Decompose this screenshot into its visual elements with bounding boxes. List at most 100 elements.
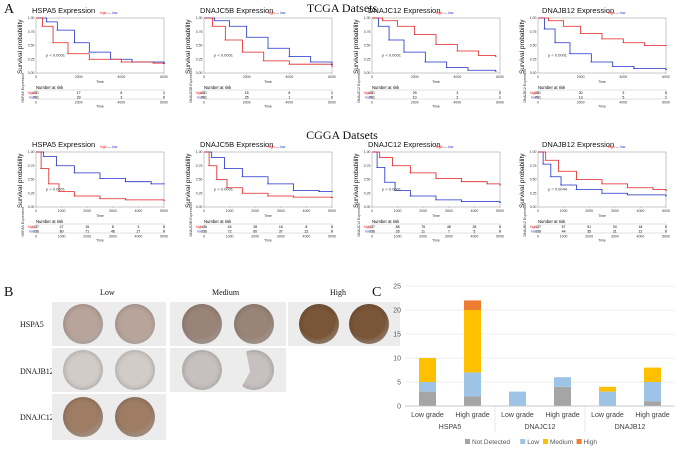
km-curve-high <box>204 151 333 198</box>
km-x-tick: 2000 <box>585 209 593 213</box>
km-curve-low <box>36 151 164 185</box>
risk-value-low: 26 <box>396 230 400 234</box>
risk-value-low: 27 <box>136 230 140 234</box>
km-curves: 0.000.250.500.751.000 1000 2000 3000 4000 500… <box>189 150 336 242</box>
risk-title: Number at risk <box>204 219 232 224</box>
km-curve-low <box>372 17 497 72</box>
km-p-value: p < 0.0001 <box>214 187 234 192</box>
tissue-core <box>114 397 155 437</box>
km-y-tick: 1.00 <box>364 150 371 154</box>
risk-value-low: 37 <box>279 230 283 234</box>
ihc-cell-hspa5-high <box>288 302 400 346</box>
risk-x-tick: 6000 <box>328 101 336 105</box>
risk-value-high: 57 <box>562 225 566 229</box>
risk-value-low: 1 <box>288 96 290 100</box>
km-x-tick: 0 <box>371 209 373 213</box>
km-y-tick: 0.75 <box>364 30 371 34</box>
panel-label-c: C <box>372 285 382 300</box>
km-x-label: Time <box>264 214 272 218</box>
risk-value-high: 0 <box>499 225 501 229</box>
km-curves: 0.000.250.500.751.000 1000 2000 3000 4000 500… <box>21 150 168 242</box>
legend-swatch <box>520 439 526 444</box>
ihc-cell-hspa5-low <box>52 302 166 346</box>
risk-frame <box>203 223 333 234</box>
km-title: HSPA5 Expression <box>32 140 96 149</box>
km-y-tick: 1.00 <box>530 150 537 154</box>
km-y-tick: 1.00 <box>28 150 35 154</box>
risk-x-tick: 4000 <box>135 235 143 239</box>
risk-value-low: 0 <box>163 230 165 234</box>
panel-label-b: B <box>4 285 14 300</box>
km-curve-low <box>538 17 667 70</box>
risk-value-high: 3 <box>456 91 458 95</box>
risk-value-low: 3 <box>120 96 122 100</box>
risk-title: Number at risk <box>204 85 232 90</box>
risk-value-low: 1 <box>499 96 501 100</box>
km-x-tick: 1000 <box>560 209 568 213</box>
km-y-tick: 0.00 <box>28 205 35 209</box>
risk-x-label: Time <box>432 105 440 109</box>
risk-x-tick: 4000 <box>303 235 311 239</box>
risk-value-low: 25 <box>245 96 249 100</box>
risk-x-tick: 5000 <box>662 235 670 239</box>
km-y-tick: 0.00 <box>364 205 371 209</box>
risk-value-high: 281 <box>201 91 207 95</box>
risk-frame <box>537 223 667 234</box>
legend-high: high <box>268 11 275 15</box>
risk-x-tick: 0 <box>537 101 539 105</box>
bar-segment-low <box>644 382 661 402</box>
risk-x-tick: 2000 <box>243 101 251 105</box>
risk-value-high: 137 <box>369 225 375 229</box>
legend-low: low <box>112 145 118 149</box>
km-x-tick: 0 <box>203 209 205 213</box>
legend-low: low <box>620 11 626 15</box>
risk-gene-label: DNAJC5B Expression <box>189 202 193 236</box>
km-y-tick: 0.25 <box>530 191 537 195</box>
km-y-tick: 0.50 <box>364 44 371 48</box>
legend-swatch <box>576 439 582 444</box>
risk-label-high: high <box>364 91 371 95</box>
km-x-tick: 4000 <box>135 209 143 213</box>
km-p-value: p < 0.0001 <box>46 187 66 192</box>
km-curve-low <box>372 151 501 203</box>
risk-gene-label: DNAJB12 Expression <box>523 203 527 237</box>
km-x-tick: 0 <box>203 75 205 79</box>
km-y-tick: 1.00 <box>364 16 371 20</box>
risk-x-tick: 2000 <box>577 101 585 105</box>
km-x-label: Time <box>264 80 272 84</box>
risk-x-tick: 0 <box>537 235 539 239</box>
grade-bar-chart: 0 5 10 15 20 25 Low grade High grade Low grade Hi… <box>387 280 685 465</box>
risk-gene-label: DNAJC12 Expression <box>357 69 361 103</box>
risk-value-low: 5 <box>473 230 475 234</box>
risk-value-high: 137 <box>535 225 541 229</box>
risk-x-tick: 2000 <box>251 235 259 239</box>
legend-high: high <box>436 11 443 15</box>
risk-x-tick: 0 <box>371 101 373 105</box>
risk-value-high: 0 <box>499 91 501 95</box>
km-x-tick: 2000 <box>83 209 91 213</box>
risk-value-low: 281 <box>201 96 207 100</box>
bar-segment-not-detected <box>554 386 571 406</box>
km-y-tick: 0.75 <box>196 164 203 168</box>
km-frame <box>371 151 501 208</box>
km-curves: 0.000.250.500.751.000 1000 2000 3000 4000 500… <box>523 150 670 242</box>
risk-value-low: 29 <box>77 96 81 100</box>
risk-label-low: low <box>29 230 35 234</box>
km-y-tick: 0.50 <box>28 178 35 182</box>
risk-x-label: Time <box>598 105 606 109</box>
km-title: HSPA5 Expression <box>32 6 96 15</box>
km-x-tick: 4000 <box>453 75 461 79</box>
km-x-tick: 4000 <box>471 209 479 213</box>
risk-value-high: 29 <box>413 91 417 95</box>
km-y-tick: 1.00 <box>530 16 537 20</box>
risk-x-tick: 0 <box>203 235 205 239</box>
legend-sep: — <box>274 145 281 149</box>
risk-value-low: 281 <box>33 96 39 100</box>
bar-segment-not-detected <box>419 391 436 406</box>
km-curve-high <box>36 17 165 64</box>
risk-value-low: 44 <box>562 230 566 234</box>
km-x-tick: 4000 <box>303 209 311 213</box>
km-frame <box>537 151 667 208</box>
risk-frame <box>203 89 333 100</box>
legend-sep: — <box>614 11 621 15</box>
